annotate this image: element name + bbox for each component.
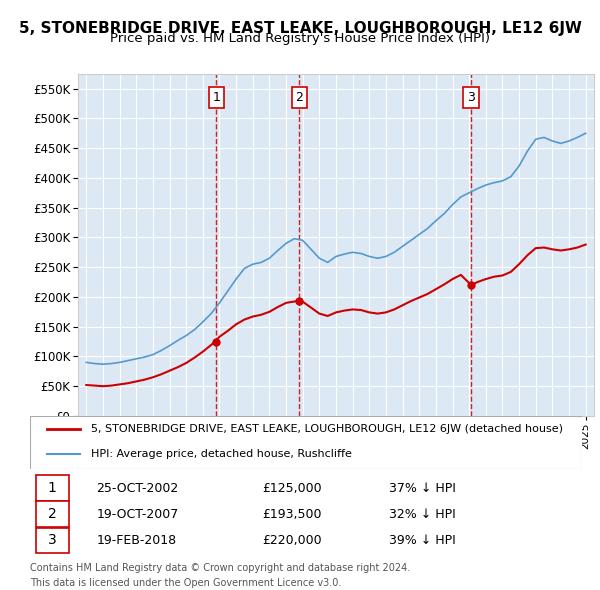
Point [212, 337, 221, 346]
Text: 19-FEB-2018: 19-FEB-2018 [96, 534, 176, 547]
Text: 1: 1 [47, 481, 56, 495]
Text: 19-OCT-2007: 19-OCT-2007 [96, 508, 178, 521]
Text: 5, STONEBRIDGE DRIVE, EAST LEAKE, LOUGHBOROUGH, LE12 6JW (detached house): 5, STONEBRIDGE DRIVE, EAST LEAKE, LOUGHB… [91, 424, 563, 434]
FancyBboxPatch shape [35, 527, 68, 553]
Text: £193,500: £193,500 [262, 508, 322, 521]
Point [295, 296, 304, 306]
Text: £125,000: £125,000 [262, 481, 322, 494]
Text: 5, STONEBRIDGE DRIVE, EAST LEAKE, LOUGHBOROUGH, LE12 6JW: 5, STONEBRIDGE DRIVE, EAST LEAKE, LOUGHB… [19, 21, 581, 35]
Text: 32% ↓ HPI: 32% ↓ HPI [389, 508, 455, 521]
Text: 3: 3 [467, 91, 475, 104]
Text: 2: 2 [295, 91, 304, 104]
Text: Contains HM Land Registry data © Crown copyright and database right 2024.: Contains HM Land Registry data © Crown c… [30, 563, 410, 573]
Text: 25-OCT-2002: 25-OCT-2002 [96, 481, 178, 494]
Text: £220,000: £220,000 [262, 534, 322, 547]
Point [466, 280, 476, 290]
Text: 37% ↓ HPI: 37% ↓ HPI [389, 481, 455, 494]
Text: 39% ↓ HPI: 39% ↓ HPI [389, 534, 455, 547]
Text: 1: 1 [212, 91, 220, 104]
FancyBboxPatch shape [35, 476, 68, 501]
Text: HPI: Average price, detached house, Rushcliffe: HPI: Average price, detached house, Rush… [91, 449, 352, 459]
FancyBboxPatch shape [30, 416, 582, 469]
Text: 3: 3 [48, 533, 56, 548]
Text: 2: 2 [48, 507, 56, 521]
FancyBboxPatch shape [35, 502, 68, 527]
Text: This data is licensed under the Open Government Licence v3.0.: This data is licensed under the Open Gov… [30, 578, 341, 588]
Text: Price paid vs. HM Land Registry's House Price Index (HPI): Price paid vs. HM Land Registry's House … [110, 32, 490, 45]
